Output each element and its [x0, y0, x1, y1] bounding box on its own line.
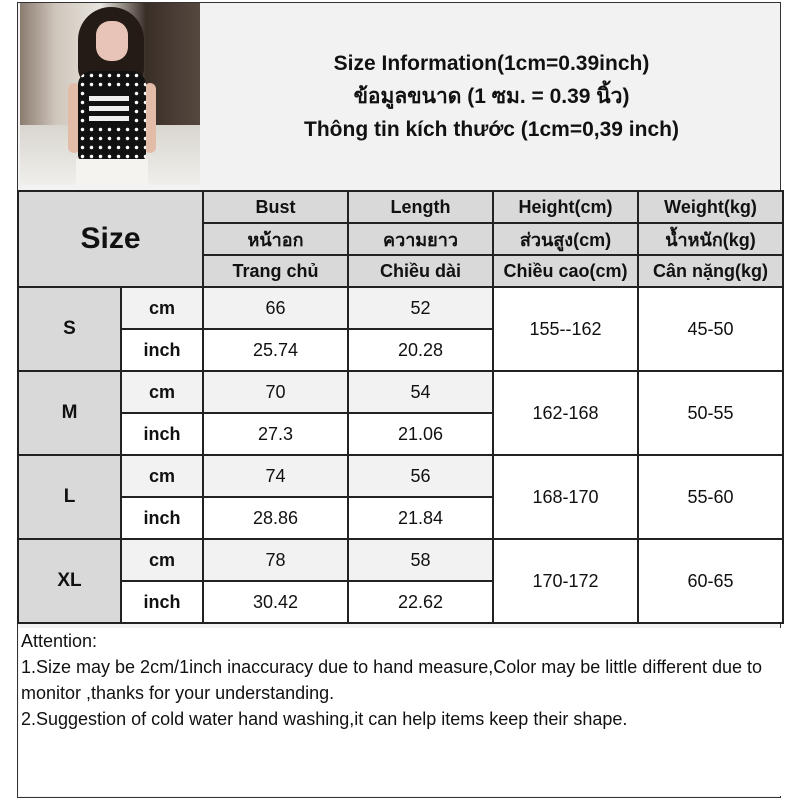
height-range: 168-170 — [492, 454, 639, 540]
header-row-thai: หน้าอก ความยาว ส่วนสูง(cm) น้ำหนัก(kg) — [18, 222, 784, 256]
table-row-inch: inch 28.86 21.84 — [18, 496, 783, 540]
table-row-inch: inch 25.74 20.28 — [18, 328, 783, 372]
unit-cm: cm — [120, 454, 204, 498]
attention-notes: Attention: 1.Size may be 2cm/1inch inacc… — [19, 628, 781, 796]
col-height-vi: Chiều cao(cm) — [492, 254, 639, 288]
height-range: 155--162 — [492, 286, 639, 372]
col-weight-vi: Cân nặng(kg) — [637, 254, 784, 288]
col-bust-vi: Trang chủ — [202, 254, 349, 288]
length-cm: 54 — [347, 370, 494, 414]
table-row-cm: S cm 66 52 155--162 45-50 — [17, 286, 784, 372]
unit-cm: cm — [120, 538, 204, 582]
unit-cm: cm — [120, 286, 204, 330]
col-length-th: ความยาว — [347, 222, 494, 256]
col-height-th: ส่วนสูง(cm) — [492, 222, 639, 256]
col-weight: Weight(kg) — [637, 190, 784, 224]
bust-cm: 74 — [202, 454, 349, 498]
shirt-logo — [87, 91, 131, 125]
weight-range: 50-55 — [637, 370, 784, 456]
header-row-english: Size Bust Length Height(cm) Weight(kg) — [17, 190, 784, 288]
weight-range: 55-60 — [637, 454, 784, 540]
title-thai: ข้อมูลขนาด (1 ซม. = 0.39 นิ้ว) — [353, 84, 630, 108]
size-table: Size Bust Length Height(cm) Weight(kg) ห… — [17, 190, 784, 624]
height-range: 162-168 — [492, 370, 639, 456]
col-length: Length — [347, 190, 494, 224]
bust-cm: 78 — [202, 538, 349, 582]
size-header: Size — [17, 190, 204, 288]
col-weight-th: น้ำหนัก(kg) — [637, 222, 784, 256]
weight-range: 45-50 — [637, 286, 784, 372]
length-inch: 21.06 — [347, 412, 494, 456]
length-cm: 52 — [347, 286, 494, 330]
title-english: Size Information(1cm=0.39inch) — [333, 51, 650, 75]
unit-inch: inch — [120, 412, 204, 456]
attention-heading: Attention: — [21, 631, 98, 651]
bust-inch: 25.74 — [202, 328, 349, 372]
size-label: M — [17, 370, 122, 456]
note-item: 2.Suggestion of cold water hand washing,… — [21, 709, 628, 729]
length-cm: 58 — [347, 538, 494, 582]
table-row-inch: inch 30.42 22.62 — [18, 580, 783, 624]
length-cm: 56 — [347, 454, 494, 498]
unit-inch: inch — [120, 580, 204, 624]
header-row-vietnamese: Trang chủ Chiều dài Chiều cao(cm) Cân nặ… — [18, 254, 784, 288]
col-bust-th: หน้าอก — [202, 222, 349, 256]
bust-cm: 70 — [202, 370, 349, 414]
col-length-vi: Chiều dài — [347, 254, 494, 288]
size-label: XL — [17, 538, 122, 624]
col-bust: Bust — [202, 190, 349, 224]
product-photo — [20, 3, 200, 185]
bust-inch: 30.42 — [202, 580, 349, 624]
length-inch: 20.28 — [347, 328, 494, 372]
size-label: S — [17, 286, 122, 372]
table-row-cm: M cm 70 54 162-168 50-55 — [17, 370, 784, 456]
col-height: Height(cm) — [492, 190, 639, 224]
length-inch: 22.62 — [347, 580, 494, 624]
weight-range: 60-65 — [637, 538, 784, 624]
bust-cm: 66 — [202, 286, 349, 330]
bust-inch: 27.3 — [202, 412, 349, 456]
title-vietnamese: Thông tin kích thước (1cm=0,39 inch) — [304, 117, 679, 141]
unit-cm: cm — [120, 370, 204, 414]
unit-inch: inch — [120, 496, 204, 540]
length-inch: 21.84 — [347, 496, 494, 540]
unit-inch: inch — [120, 328, 204, 372]
table-row-inch: inch 27.3 21.06 — [18, 412, 783, 456]
size-label: L — [17, 454, 122, 540]
table-row-cm: XL cm 78 58 170-172 60-65 — [17, 538, 784, 624]
note-item: 1.Size may be 2cm/1inch inaccuracy due t… — [21, 657, 763, 703]
table-row-cm: L cm 74 56 168-170 55-60 — [17, 454, 784, 540]
size-information-title: Size Information(1cm=0.39inch) ข้อมูลขนา… — [202, 3, 781, 189]
height-range: 170-172 — [492, 538, 639, 624]
bust-inch: 28.86 — [202, 496, 349, 540]
